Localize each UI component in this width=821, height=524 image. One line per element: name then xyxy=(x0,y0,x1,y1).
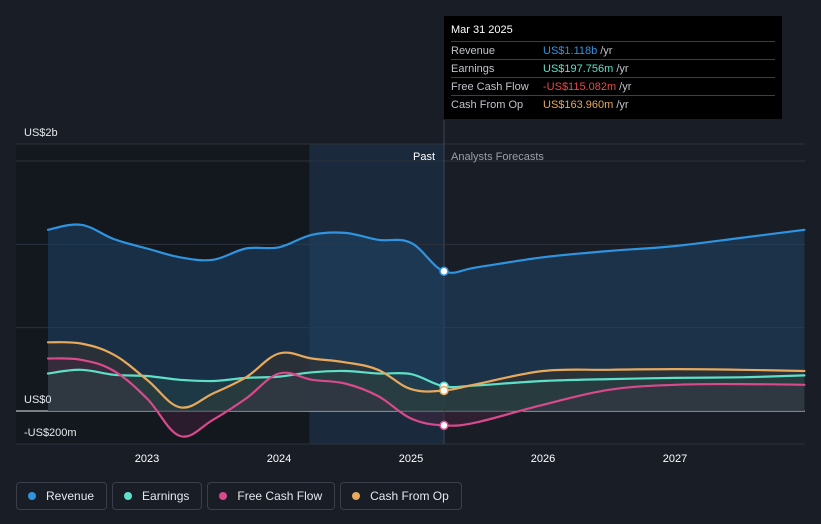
legend-dot-icon xyxy=(219,492,228,500)
legend-label: Free Cash Flow xyxy=(237,489,323,503)
tooltip-unit: /yr xyxy=(600,44,613,57)
marker-cash-from-op[interactable] xyxy=(439,385,449,396)
tooltip-label: Free Cash Flow xyxy=(451,80,529,93)
tooltip-unit: /yr xyxy=(616,62,629,75)
series-line-earnings xyxy=(46,368,806,389)
legend-dot-icon xyxy=(352,492,361,500)
legend-label: Cash From Op xyxy=(370,489,449,503)
marker-free-cash-flow[interactable] xyxy=(439,420,449,431)
marker-revenue[interactable] xyxy=(439,266,449,276)
series-line-revenue xyxy=(46,223,806,274)
legend-free-cash-flow[interactable]: Free Cash Flow xyxy=(207,482,336,510)
x-tick-label: 2027 xyxy=(663,453,687,465)
x-tick-label: 2024 xyxy=(267,453,291,465)
tooltip-date: Mar 31 2025 xyxy=(451,24,513,36)
y-label-top: US$2b xyxy=(24,127,58,139)
chart-legend: Revenue Earnings Free Cash Flow Cash Fro… xyxy=(16,482,462,510)
tooltip-value: US$1.118b xyxy=(543,44,598,57)
data-tooltip: Mar 31 2025 Revenue US$1.118b /yr Earnin… xyxy=(444,16,782,119)
tooltip-row-fcf: Free Cash Flow -US$115.082m /yr xyxy=(451,77,775,95)
tooltip-row-earnings: Earnings US$197.756m /yr xyxy=(451,59,775,77)
x-tick-label: 2026 xyxy=(531,453,555,465)
tooltip-row-revenue: Revenue US$1.118b /yr xyxy=(451,41,775,59)
legend-label: Earnings xyxy=(142,489,190,503)
financial-chart: US$2b US$0 -US$200m Past Analysts Foreca… xyxy=(16,120,806,465)
tooltip-unit: /yr xyxy=(619,80,632,93)
series-area-cash-from-op xyxy=(48,342,805,411)
tooltip-row-cfo: Cash From Op US$163.960m /yr xyxy=(451,95,775,113)
past-label: Past xyxy=(413,151,435,163)
legend-label: Revenue xyxy=(46,489,95,503)
tooltip-label: Revenue xyxy=(451,44,496,57)
tooltip-unit: /yr xyxy=(616,98,629,111)
series-line-free-cash-flow xyxy=(46,357,806,438)
tooltip-label: Earnings xyxy=(451,62,495,75)
legend-cash-from-op[interactable]: Cash From Op xyxy=(340,482,462,510)
forecast-label: Analysts Forecasts xyxy=(451,151,544,163)
series-area-revenue xyxy=(48,224,805,411)
legend-dot-icon xyxy=(28,492,36,500)
x-tick-label: 2023 xyxy=(135,453,159,465)
legend-dot-icon xyxy=(124,492,133,500)
y-label-zero: US$0 xyxy=(24,394,52,406)
legend-revenue[interactable]: Revenue xyxy=(16,482,108,510)
tooltip-value: US$163.960m xyxy=(543,98,614,111)
series-line-cash-from-op xyxy=(46,341,806,409)
y-label-bottom: -US$200m xyxy=(24,427,77,439)
x-tick-label: 2025 xyxy=(399,453,423,465)
tooltip-value: US$197.756m xyxy=(543,62,614,75)
series-area-free-cash-flow xyxy=(48,358,805,437)
tooltip-label: Cash From Op xyxy=(451,98,524,111)
tooltip-value: -US$115.082m xyxy=(543,80,617,93)
series-area-earnings xyxy=(48,369,805,411)
legend-earnings[interactable]: Earnings xyxy=(112,482,203,510)
